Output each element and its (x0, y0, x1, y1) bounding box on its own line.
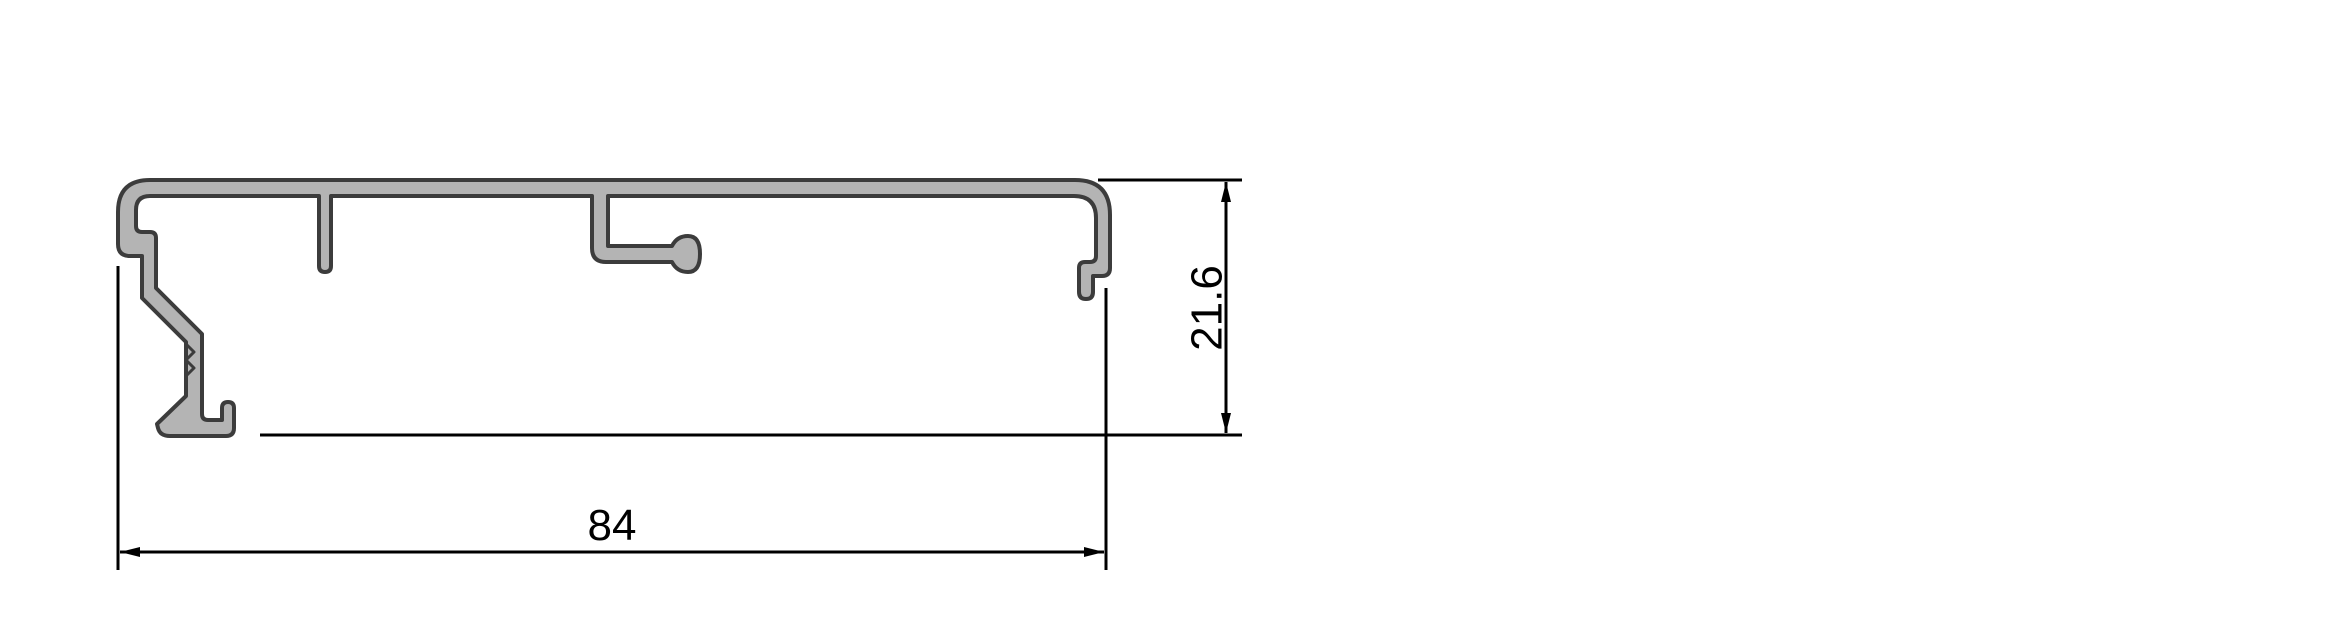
extension-lines (116, 178, 1242, 570)
profile-serration (184, 342, 196, 378)
height-dimension-label: 21.6 (1183, 265, 1232, 351)
profile-cross-section (116, 178, 1112, 438)
width-dimension-label: 84 (588, 501, 637, 550)
dimension-lines (120, 182, 1231, 557)
profile-body (116, 178, 1112, 438)
